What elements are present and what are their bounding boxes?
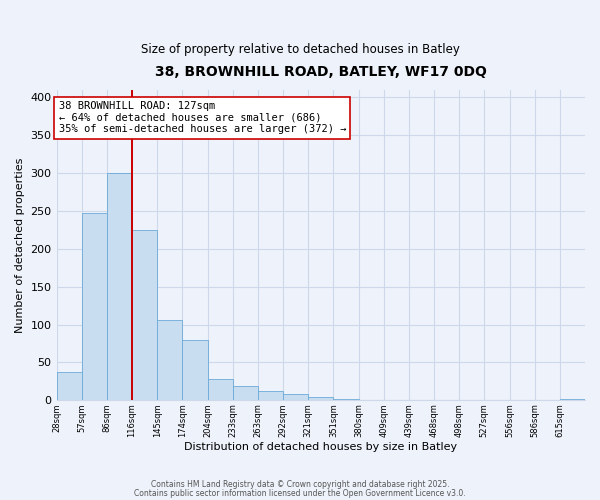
Bar [208,379,233,400]
Bar [157,320,182,400]
Text: 38 BROWNHILL ROAD: 127sqm
← 64% of detached houses are smaller (686)
35% of semi: 38 BROWNHILL ROAD: 127sqm ← 64% of detac… [59,101,346,134]
Bar [56,372,82,400]
Bar [182,340,208,400]
Title: 38, BROWNHILL ROAD, BATLEY, WF17 0DQ: 38, BROWNHILL ROAD, BATLEY, WF17 0DQ [155,65,487,79]
Bar [82,212,107,400]
Bar [560,399,585,400]
Text: Contains public sector information licensed under the Open Government Licence v3: Contains public sector information licen… [134,488,466,498]
Y-axis label: Number of detached properties: Number of detached properties [15,158,25,333]
X-axis label: Distribution of detached houses by size in Batley: Distribution of detached houses by size … [184,442,457,452]
Text: Contains HM Land Registry data © Crown copyright and database right 2025.: Contains HM Land Registry data © Crown c… [151,480,449,489]
Bar [132,230,157,400]
Bar [107,173,132,400]
Bar [233,386,258,400]
Bar [308,396,334,400]
Bar [258,391,283,400]
Bar [334,399,359,400]
Text: Size of property relative to detached houses in Batley: Size of property relative to detached ho… [140,42,460,56]
Bar [283,394,308,400]
